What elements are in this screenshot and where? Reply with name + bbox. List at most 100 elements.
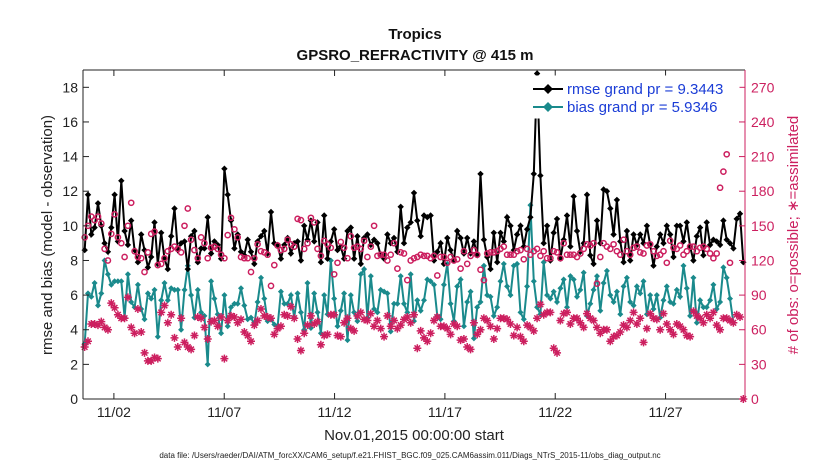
assimilated-obs-point xyxy=(183,343,192,352)
assimilated-obs-point xyxy=(130,329,139,338)
possible-obs-point xyxy=(450,257,458,264)
assimilated-obs-point xyxy=(237,315,246,324)
possible-obs-point xyxy=(680,251,687,259)
assimilated-obs-point xyxy=(466,345,475,354)
assimilated-obs-point xyxy=(403,313,412,322)
bias-point xyxy=(630,302,637,309)
assimilated-obs-point xyxy=(233,318,242,327)
assimilated-obs-point xyxy=(639,338,648,347)
possible-obs-point xyxy=(131,247,138,255)
bias-point xyxy=(727,295,733,302)
possible-obs-point xyxy=(663,259,671,267)
assimilated-obs-point xyxy=(429,316,438,325)
bias-point xyxy=(633,283,640,290)
bias-point xyxy=(204,361,211,368)
bias-point xyxy=(354,318,361,325)
possible-obs-point xyxy=(334,259,341,267)
rmse-point xyxy=(251,260,258,268)
possible-obs-point xyxy=(237,253,245,261)
assimilated-obs-point xyxy=(729,318,738,327)
possible-obs-point xyxy=(437,253,444,261)
left-axis-ticks: 0 2 4 6 8 10 12 14 16 18 xyxy=(62,79,89,407)
right-tick-label: 180 xyxy=(751,183,775,199)
bias-point xyxy=(620,283,627,290)
possible-obs-point xyxy=(660,247,667,255)
bias-point xyxy=(623,274,630,281)
rmse-point xyxy=(457,234,464,242)
bias-point xyxy=(311,290,318,297)
right-tick-label: 120 xyxy=(751,252,775,268)
left-tick-label: 12 xyxy=(62,183,78,199)
possible-obs-point xyxy=(510,251,518,259)
bias-series xyxy=(81,202,737,368)
assimilated-obs-point xyxy=(716,325,725,334)
bias-point xyxy=(693,319,700,326)
bias-point xyxy=(218,330,225,337)
assimilated-obs-point xyxy=(446,330,455,339)
possible-obs-point xyxy=(394,265,401,272)
assimilated-obs-point xyxy=(433,313,442,322)
possible-obs-point xyxy=(247,268,255,276)
possible-obs-point xyxy=(121,253,128,261)
possible-obs-point xyxy=(244,254,252,262)
right-tick-label: 90 xyxy=(751,287,767,303)
possible-obs-point xyxy=(543,254,551,262)
rmse-point xyxy=(407,219,414,226)
bias-point xyxy=(497,278,504,285)
rmse-point xyxy=(158,229,165,236)
possible-obs-point xyxy=(613,247,621,255)
rmse-point xyxy=(637,231,644,238)
bias-point xyxy=(500,260,507,267)
possible-obs-point xyxy=(620,236,627,244)
possible-obs-point xyxy=(470,246,478,254)
assimilated-obs-point xyxy=(217,313,226,322)
assimilated-obs-point xyxy=(200,323,209,332)
rmse-point xyxy=(287,250,295,257)
possible-obs-point xyxy=(231,225,238,233)
rmse-point xyxy=(503,214,511,221)
rmse-point xyxy=(267,208,275,216)
assimilated-obs-point xyxy=(167,310,176,319)
possible-obs-point xyxy=(520,255,528,263)
assimilated-obs-point xyxy=(722,314,731,323)
rmse-point xyxy=(297,257,305,264)
possible-obs-point xyxy=(467,252,474,260)
legend-box xyxy=(528,75,740,119)
bias-point xyxy=(627,299,634,305)
rmse-point xyxy=(696,224,704,231)
assimilated-obs-point xyxy=(726,316,735,325)
rmse-point xyxy=(284,234,291,242)
chart-subtitle: GPSRO_REFRACTIVITY @ 415 m xyxy=(297,47,534,64)
rmse-point xyxy=(277,255,285,262)
bias-point xyxy=(720,264,727,271)
assimilated-obs-point xyxy=(256,304,265,313)
bias-point xyxy=(294,290,301,297)
assimilated-obs-point xyxy=(486,322,495,331)
rmse-point xyxy=(390,234,398,242)
assimilated-obs-point xyxy=(696,314,705,323)
possible-obs-point xyxy=(420,252,428,260)
assimilated-obs-point xyxy=(410,310,418,319)
assimilated-obs-point xyxy=(526,323,535,332)
bias-point xyxy=(514,260,521,267)
assimilated-obs-point xyxy=(147,356,156,365)
rmse-point xyxy=(617,238,624,245)
possible-obs-point xyxy=(686,243,694,250)
possible-obs-point xyxy=(560,239,568,247)
bias-point xyxy=(281,300,288,307)
possible-obs-point xyxy=(726,259,734,267)
assimilated-obs-point xyxy=(240,328,249,337)
bias-point xyxy=(414,297,421,304)
bias-point xyxy=(404,309,411,316)
assimilated-obs-point xyxy=(592,323,601,332)
rmse-point xyxy=(247,248,255,255)
assimilated-obs-point xyxy=(642,324,651,333)
rmse-point xyxy=(374,240,381,247)
bias-point xyxy=(653,292,660,299)
possible-obs-point xyxy=(370,222,378,230)
assimilated-obs-point xyxy=(270,330,279,339)
bias-point xyxy=(367,273,374,280)
assimilated-obs-point xyxy=(283,311,292,320)
rmse-point xyxy=(700,252,707,259)
rmse-point xyxy=(334,246,341,254)
